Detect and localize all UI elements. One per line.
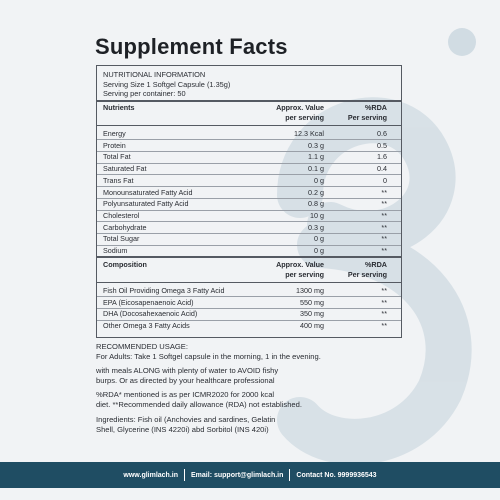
usage-heading: RECOMMENDED USAGE:	[96, 342, 188, 351]
row-name: DHA (Docosahexaenoic Acid)	[103, 309, 198, 319]
row-name: Sodium	[103, 246, 128, 255]
divider	[97, 282, 401, 283]
row-rda: **	[381, 309, 387, 319]
ingredients: Ingredients: Fish oil (Anchovies and sar…	[96, 415, 276, 424]
row-rda: 0	[383, 175, 387, 185]
row-value: 1300 mg	[296, 286, 324, 295]
row-value: 1.1 g	[308, 152, 324, 162]
footer-bottom-margin	[0, 488, 500, 500]
row-value: 400 mg	[300, 321, 324, 331]
row-name: Polyunsaturated Fatty Acid	[103, 199, 189, 209]
composition-rda-header-line1: %RDA	[365, 260, 387, 269]
row-divider	[97, 244, 401, 246]
nutritional-info-header: NUTRITIONAL INFORMATION Serving Size 1 S…	[103, 70, 230, 99]
row-rda: **	[381, 187, 387, 197]
row-value: 0.8 g	[308, 199, 324, 209]
row-value: 0 g	[314, 175, 324, 185]
row-divider	[97, 232, 401, 234]
row-value: 0.1 g	[308, 164, 324, 174]
rda-header-line2: Per serving	[347, 113, 387, 122]
composition-value-header: Approx. Value per serving	[276, 260, 324, 280]
row-value: 0.3 g	[308, 140, 324, 150]
row-rda: 0.5	[377, 140, 387, 150]
rda-header: %RDA Per serving	[348, 103, 387, 123]
divider	[97, 125, 401, 126]
row-divider	[97, 162, 401, 164]
row-divider	[97, 186, 401, 187]
row-rda: **	[381, 234, 387, 244]
usage-line: For Adults: Take 1 Softgel capsule in th…	[96, 352, 321, 361]
composition-rda-header: %RDA Per serving	[348, 260, 387, 280]
footer-separator	[184, 469, 186, 481]
row-value: 350 mg	[300, 309, 324, 319]
row-name: Trans Fat	[103, 175, 134, 185]
row-rda: **	[381, 246, 387, 255]
row-divider	[97, 308, 401, 309]
row-name: Cholesterol	[103, 210, 140, 220]
rda-note: diet. **Recommended daily allowance (RDA…	[96, 400, 302, 409]
row-name: Fish Oil Providing Omega 3 Fatty Acid	[103, 286, 225, 295]
row-divider	[97, 319, 401, 321]
row-name: Monounsaturated Fatty Acid	[103, 187, 193, 197]
value-header-line1: Approx. Value	[276, 103, 324, 112]
website-link[interactable]: www.glimlach.in	[123, 471, 179, 479]
row-rda: **	[381, 286, 387, 295]
contact-number[interactable]: Contact No. 9999936543	[296, 471, 377, 479]
row-rda: **	[381, 297, 387, 307]
row-name: Saturated Fat	[103, 164, 147, 174]
row-value: 0.2 g	[308, 187, 324, 197]
composition-value-header-line1: Approx. Value	[276, 260, 324, 269]
servings-per-container: Serving per container: 50	[103, 89, 186, 99]
row-rda: 1.6	[377, 152, 387, 162]
row-value: 0 g	[314, 246, 324, 255]
usage-line: with meals ALONG with plenty of water to…	[96, 366, 279, 375]
page-title: Supplement Facts	[95, 34, 288, 59]
row-name: Other Omega 3 Fatty Acids	[103, 321, 190, 331]
row-value: 0.3 g	[308, 222, 324, 232]
row-name: Protein	[103, 140, 126, 150]
row-rda: 0.6	[377, 129, 387, 138]
value-header-line2: per serving	[285, 113, 324, 122]
row-divider	[97, 296, 401, 298]
composition-value-header-line2: per serving	[285, 270, 324, 279]
serving-size: Serving Size 1 Softgel Capsule (1.35g)	[103, 79, 231, 89]
row-rda: **	[381, 210, 387, 220]
row-divider	[97, 209, 401, 211]
composition-rda-header-line2: Per serving	[347, 270, 387, 279]
email-link[interactable]: Email: support@glimlach.in	[191, 471, 284, 479]
row-rda: **	[381, 199, 387, 209]
row-rda: 0.4	[377, 164, 387, 174]
row-value: 0 g	[314, 234, 324, 244]
divider	[97, 256, 401, 258]
rda-header-line1: %RDA	[365, 103, 387, 112]
row-name: Carbohydrate	[103, 222, 147, 232]
footer-bar: www.glimlach.in Email: support@glimlach.…	[0, 462, 500, 488]
recommended-usage: RECOMMENDED USAGE: For Adults: Take 1 So…	[96, 342, 406, 435]
row-divider	[97, 221, 401, 222]
value-header: Approx. Value per serving	[276, 103, 324, 123]
ingredients: Shell, Glycerine (INS 4220i) abd Sorbito…	[96, 425, 269, 434]
row-value: 12.3 Kcal	[294, 129, 324, 138]
composition-header: Composition	[103, 260, 147, 269]
nutrients-header: Nutrients	[103, 103, 135, 112]
nutritional-info-heading: NUTRITIONAL INFORMATION	[103, 70, 206, 79]
row-value: 10 g	[310, 210, 324, 220]
divider	[97, 100, 401, 102]
row-name: Energy	[103, 129, 126, 138]
usage-line: burps. Or as directed by your healthcare…	[96, 376, 275, 385]
row-value: 550 mg	[300, 297, 324, 307]
row-name: EPA (Eicosapenaenoic Acid)	[103, 297, 194, 307]
footer-separator	[289, 469, 291, 481]
row-divider	[97, 151, 401, 152]
row-rda: **	[381, 222, 387, 232]
row-divider	[97, 174, 401, 176]
row-name: Total Fat	[103, 152, 131, 162]
row-name: Total Sugar	[103, 234, 140, 244]
row-rda: **	[381, 321, 387, 331]
rda-note: %RDA* mentioned is as per ICMR2020 for 2…	[96, 390, 275, 399]
row-divider	[97, 197, 401, 199]
supplement-facts-table: NUTRITIONAL INFORMATION Serving Size 1 S…	[96, 65, 402, 338]
row-divider	[97, 139, 401, 141]
